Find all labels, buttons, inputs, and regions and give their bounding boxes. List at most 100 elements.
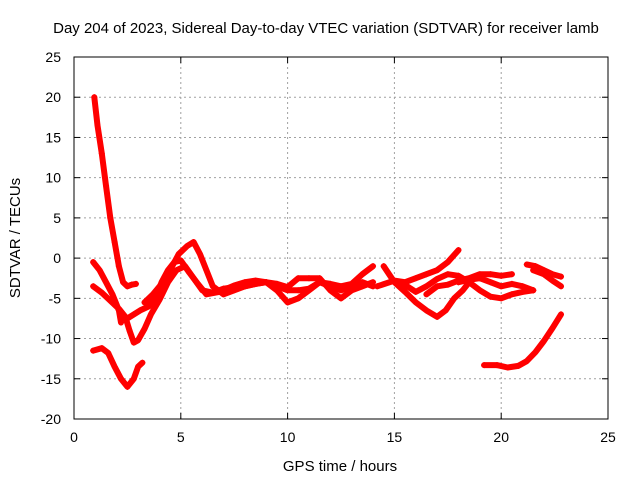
data-point bbox=[423, 291, 430, 298]
data-point bbox=[434, 267, 441, 274]
data-point bbox=[481, 362, 488, 369]
y-tick-label: -5 bbox=[49, 290, 62, 306]
series-arc-3 bbox=[90, 263, 376, 346]
data-point bbox=[423, 283, 430, 290]
data-point bbox=[338, 295, 344, 302]
grid bbox=[74, 57, 608, 419]
y-tick-label: 25 bbox=[45, 49, 61, 65]
y-tick-label: 0 bbox=[53, 250, 61, 266]
data-point bbox=[519, 288, 526, 295]
data-point bbox=[117, 319, 124, 326]
data-point bbox=[252, 280, 259, 287]
data-point bbox=[498, 283, 505, 290]
data-point bbox=[434, 283, 441, 290]
data-point bbox=[397, 279, 404, 286]
data-point bbox=[203, 267, 210, 274]
data-point bbox=[412, 299, 419, 306]
data-point bbox=[530, 287, 537, 294]
series-arc-1-markers bbox=[91, 94, 139, 290]
data-point bbox=[515, 362, 522, 369]
data-point bbox=[120, 279, 127, 286]
data-point bbox=[137, 307, 144, 314]
data-point bbox=[190, 239, 197, 246]
x-tick-label: 15 bbox=[387, 429, 403, 445]
data-point bbox=[327, 287, 334, 294]
x-tick-label: 20 bbox=[493, 429, 509, 445]
series-arc-12-markers bbox=[481, 311, 565, 371]
data-point bbox=[90, 347, 97, 354]
data-point bbox=[444, 259, 451, 266]
data-point bbox=[359, 271, 366, 278]
data-point bbox=[177, 257, 184, 264]
data-point bbox=[530, 267, 537, 274]
data-point bbox=[94, 122, 101, 129]
data-point bbox=[107, 297, 114, 304]
data-point bbox=[98, 289, 105, 296]
data-point bbox=[370, 279, 377, 286]
data-point bbox=[263, 279, 270, 286]
series-arc-2-markers bbox=[90, 259, 124, 326]
data-point bbox=[103, 279, 110, 286]
data-point bbox=[150, 291, 157, 298]
series-arc-6-markers bbox=[141, 239, 377, 306]
data-point bbox=[558, 283, 565, 290]
data-point bbox=[90, 259, 97, 266]
y-tick-label: 20 bbox=[45, 89, 61, 105]
data-point bbox=[194, 280, 201, 287]
plot-frame bbox=[73, 56, 609, 420]
series-arc-14 bbox=[530, 267, 564, 290]
data-point bbox=[145, 303, 152, 310]
data-point bbox=[91, 94, 98, 101]
data-point bbox=[115, 305, 122, 312]
data-point bbox=[305, 287, 312, 294]
y-tick-label: -20 bbox=[41, 411, 61, 427]
data-point bbox=[175, 251, 182, 258]
data-point bbox=[109, 291, 116, 298]
data-point bbox=[504, 364, 511, 371]
data-point bbox=[209, 283, 216, 290]
series-arc-12 bbox=[481, 311, 564, 371]
data-point bbox=[423, 307, 430, 314]
data-point bbox=[96, 267, 103, 274]
data-point bbox=[132, 280, 139, 287]
data-point bbox=[295, 275, 302, 282]
y-tick-label: 5 bbox=[53, 210, 61, 226]
data-point bbox=[442, 307, 449, 314]
y-tick-label: 15 bbox=[45, 129, 61, 145]
data-point bbox=[359, 283, 366, 290]
series-arc-7 bbox=[380, 263, 473, 320]
data-point bbox=[558, 311, 565, 318]
data-point bbox=[130, 311, 137, 318]
data-point bbox=[493, 362, 500, 369]
data-point bbox=[316, 275, 323, 282]
data-point bbox=[487, 279, 494, 286]
data-point bbox=[558, 273, 565, 280]
data-point bbox=[476, 287, 483, 294]
data-point bbox=[111, 363, 118, 370]
data-point bbox=[444, 271, 451, 278]
data-point bbox=[523, 261, 530, 268]
data-point bbox=[380, 263, 387, 270]
y-tick-label: -15 bbox=[41, 371, 61, 387]
data-point bbox=[370, 263, 377, 270]
data-point bbox=[549, 271, 556, 278]
data-point bbox=[241, 283, 248, 290]
data-point bbox=[107, 214, 114, 221]
data-point bbox=[338, 283, 344, 290]
data-point bbox=[90, 283, 97, 290]
data-point bbox=[141, 325, 148, 332]
data-point bbox=[455, 247, 462, 254]
data-point bbox=[348, 280, 355, 287]
data-point bbox=[117, 375, 124, 382]
data-point bbox=[412, 288, 419, 295]
data-point bbox=[508, 271, 515, 278]
y-axis-label: SDTVAR / TECUs bbox=[7, 178, 24, 298]
data-point bbox=[124, 315, 131, 322]
data-point bbox=[532, 349, 539, 356]
y-tick-label: 10 bbox=[45, 170, 61, 186]
x-tick-label: 5 bbox=[177, 429, 185, 445]
data-point bbox=[203, 291, 210, 298]
data-point bbox=[273, 287, 280, 294]
data-point bbox=[111, 239, 118, 246]
